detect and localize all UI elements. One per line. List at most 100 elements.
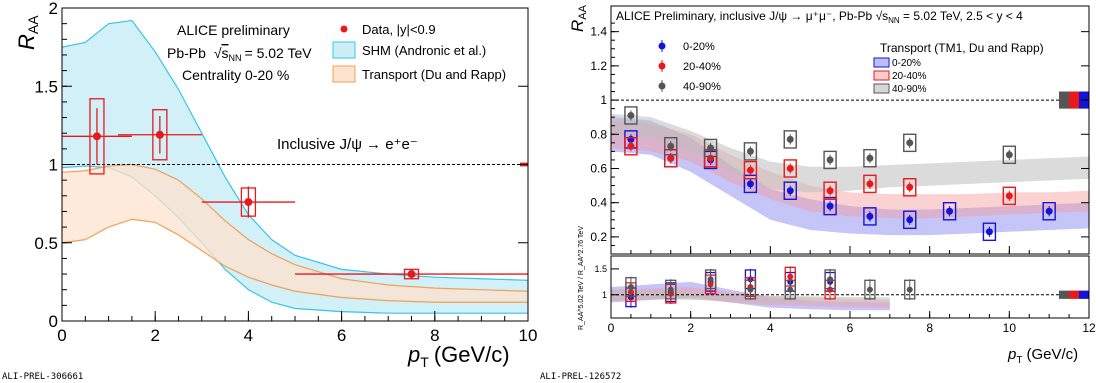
right-y-tick-label: 1.2 [590, 59, 607, 73]
left-x-tick-label: 10 [519, 326, 538, 345]
legend-data-marker [340, 25, 348, 33]
left-axis-ticks: 0 2 4 6 8 10 0 0.5 1 1.5 2 [34, 0, 537, 345]
legend-0-20-label: 0-20% [683, 41, 715, 53]
left-band-lower-edge [62, 218, 528, 303]
right-data-point [786, 164, 794, 172]
left-centrality-label: Centrality 0-20 % [182, 67, 289, 83]
left-model-bands [62, 19, 528, 314]
right-point-sys-box [982, 222, 997, 242]
left-system-label: Pb-Pb √sNN = 5.02 TeV [167, 45, 312, 63]
left-chart: 0 2 4 6 8 10 0 0.5 1 1.5 2 ALICE preliminary Pb-Pb… [2, 0, 537, 382]
right-data-point [866, 212, 874, 220]
right-y-tick-label: 1 [600, 93, 607, 107]
right-data-point [746, 147, 754, 155]
right-data-points [624, 106, 1056, 308]
right-ratio-point [827, 276, 834, 283]
right-header-label: ALICE Preliminary, inclusive J/ψ → μ⁺μ⁻,… [616, 9, 1023, 25]
right-data-point [826, 202, 834, 210]
transport-legend-label-20-40: 20-40% [892, 71, 927, 82]
right-x-tick-label: 2 [687, 321, 694, 335]
right-data-point [786, 135, 794, 143]
right-data-point [866, 180, 874, 188]
right-band-40-90% [611, 113, 1089, 193]
right-data-point [985, 228, 993, 236]
legend-40-90-label: 40-90% [683, 81, 721, 93]
right-data-point [667, 142, 675, 150]
left-point-sys-box [152, 109, 168, 161]
left-collab-label: ALICE preliminary [177, 22, 290, 38]
left-band-upper-edge [62, 163, 528, 292]
right-point-sys-box [743, 142, 758, 161]
right-x-tick-label: 0 [608, 321, 615, 335]
right-point-sys-box [903, 178, 917, 197]
legend-shm-label: SHM (Andronic et al.) [362, 43, 486, 58]
right-data-point [707, 144, 715, 152]
right-x-tick-label: 6 [847, 321, 854, 335]
right-data-point [746, 166, 754, 174]
left-plot-id: ALI-PREL-306661 [2, 372, 83, 382]
right-data-point [707, 154, 715, 162]
left-point-sys-box [240, 187, 257, 217]
transport-legend-swatch-40-90 [873, 83, 890, 94]
left-y-tick-label: 0 [49, 312, 58, 331]
right-data-point [627, 111, 635, 119]
right-ratio-point [627, 284, 634, 290]
right-x-tick-label: 8 [926, 321, 933, 335]
right-plot-id: ALI-PREL-126572 [540, 372, 621, 382]
left-x-axis-label: pT (GeV/c) [407, 342, 510, 370]
left-y-tick-label: 2 [49, 0, 58, 18]
right-data-point [1005, 192, 1013, 200]
left-point-sys-box [89, 98, 105, 175]
right-y-axis-label: RAA [568, 4, 589, 32]
left-x-tick-label: 4 [244, 326, 253, 345]
right-point-sys-box [783, 159, 797, 178]
left-y-tick-label: 1.5 [34, 77, 58, 96]
left-data-point [92, 132, 101, 141]
right-ratio-point [906, 286, 913, 293]
right-point-sys-box [903, 210, 917, 230]
right-data-point [627, 142, 635, 150]
right-data-point [906, 216, 914, 224]
right-point-sys-box [783, 181, 797, 200]
left-y-axis-label: RAA [14, 15, 41, 50]
right-main-bands [611, 113, 1089, 236]
right-points-legend: 0-20% 20-40% 40-90% [658, 40, 721, 93]
left-y-tick-label: 0.5 [34, 234, 58, 253]
right-ratio-point [787, 273, 794, 280]
right-point-sys-box [823, 196, 837, 216]
right-data-point [786, 187, 794, 195]
right-point-sys-box [703, 138, 718, 158]
legend-transport-label: Transport (Du and Rapp) [362, 67, 506, 82]
right-point-sys-box [863, 207, 877, 226]
right-ratio-y-axis-label: R_AA^5.02 TeV / R_AA^2.76 TeV [578, 226, 585, 330]
right-x-axis-label: pT (GeV/c) [1007, 346, 1078, 366]
left-point-sys-box [403, 268, 420, 280]
left-y-tick-label: 1 [49, 156, 58, 175]
right-x-tick-label: 10 [1003, 321, 1017, 335]
right-point-sys-box [823, 150, 837, 170]
right-ratio-global-box [1069, 290, 1079, 299]
legend-transport-swatch [332, 65, 356, 83]
right-y-tick-label: 0.8 [590, 127, 607, 141]
right-y-tick-label: 0.4 [590, 196, 607, 210]
left-band-shm [62, 20, 528, 314]
right-ratio-global-box [1059, 290, 1069, 299]
left-x-tick-label: 6 [337, 326, 346, 345]
right-transport-legend: Transport (TM1, Du and Rapp) 0-20% 20-40… [873, 41, 1044, 95]
legend-shm-swatch [332, 41, 356, 59]
right-x-tick-label: 4 [767, 321, 774, 335]
right-ratio-y-tick-label: 1 [602, 290, 607, 300]
right-ratio-point [787, 286, 794, 293]
left-data-point [407, 270, 416, 279]
right-axis-ticks: 0 2 4 6 8 10 12 0.2 0.4 0.6 0.8 1 1.2 1.4 1 1.5 [590, 22, 1096, 335]
right-data-point [866, 154, 874, 162]
right-data-point [906, 183, 914, 191]
right-point-sys-box [942, 201, 957, 221]
right-data-point [826, 187, 834, 195]
right-point-sys-box [903, 133, 917, 153]
right-point-sys-box [863, 148, 877, 168]
right-point-sys-box [743, 160, 758, 180]
left-data-point [155, 130, 164, 139]
left-x-tick-label: 0 [57, 326, 66, 345]
